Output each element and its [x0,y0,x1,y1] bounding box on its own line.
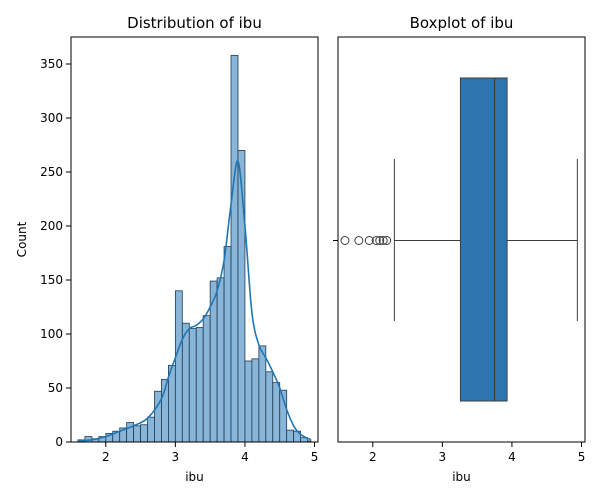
histogram-bar [202,315,211,443]
histogram-axes-frame [70,36,319,443]
boxplot-outlier [364,236,374,245]
histogram-bar [147,416,155,443]
boxplot-x-tick-label: 5 [578,450,586,464]
histogram-y-tick-label: 200 [40,219,63,233]
histogram-y-tick-label: 0 [55,435,63,449]
histogram-bar [168,364,176,443]
histogram-panel: Distribution of ibu 2 3 4 5 0 50 100 150 200 250… [15,14,319,484]
histogram-bar [272,382,281,443]
histogram-bar [174,290,183,443]
histogram-x-tick-label: 5 [311,450,319,464]
histogram-y-tick-label: 300 [40,111,63,125]
boxplot-panel: Boxplot of ibu 2 3 4 5 ibu [333,14,586,484]
histogram-bar [230,54,239,443]
histogram-title: Distribution of ibu [127,14,262,32]
histogram-y-axis-label: Count [15,221,29,257]
histogram-bars [77,54,312,443]
boxplot-x-tick-label: 2 [369,450,377,464]
histogram-bar [223,246,232,443]
boxplot-axes-frame [337,36,586,443]
histogram-bar [133,425,141,443]
histogram-bar [195,327,204,443]
boxplot-outlier [375,236,385,245]
boxplot-outlier [371,236,381,245]
histogram-bar [286,429,295,443]
histogram-bar [140,424,148,443]
histogram-bar [216,277,225,443]
histogram-kde-line [77,160,312,442]
histogram-bar [265,371,274,443]
histogram-bar [258,345,267,443]
histogram-bar [188,328,197,443]
histogram-y-ticks: 0 50 100 150 200 250 300 350 [40,57,71,449]
boxplot-outlier [382,236,392,245]
histogram-x-tick-label: 4 [241,450,249,464]
histogram-x-tick-label: 3 [172,450,180,464]
boxplot-x-tick-label: 3 [439,450,447,464]
boxplot-x-tick-label: 4 [508,450,516,464]
histogram-bar [181,322,190,443]
histogram-x-ticks: 2 3 4 5 [102,442,318,464]
boxplot-title: Boxplot of ibu [410,14,514,32]
boxplot-body [340,77,578,402]
histogram-y-tick-label: 250 [40,165,63,179]
histogram-y-tick-label: 350 [40,57,63,71]
boxplot-outlier [354,236,364,245]
boxplot-x-ticks: 2 3 4 5 [369,442,585,464]
histogram-bar [154,390,162,443]
histogram-bar [244,360,253,443]
histogram-x-axis-label: ibu [185,470,204,484]
histogram-x-tick-label: 2 [102,450,110,464]
boxplot-outlier [378,236,388,245]
histogram-y-tick-label: 150 [40,273,63,287]
histogram-y-tick-label: 50 [48,381,63,395]
histogram-y-tick-label: 100 [40,327,63,341]
boxplot-outlier [340,236,350,245]
boxplot-box [459,77,508,402]
boxplot-x-axis-label: ibu [452,470,471,484]
histogram-bar [251,358,260,443]
